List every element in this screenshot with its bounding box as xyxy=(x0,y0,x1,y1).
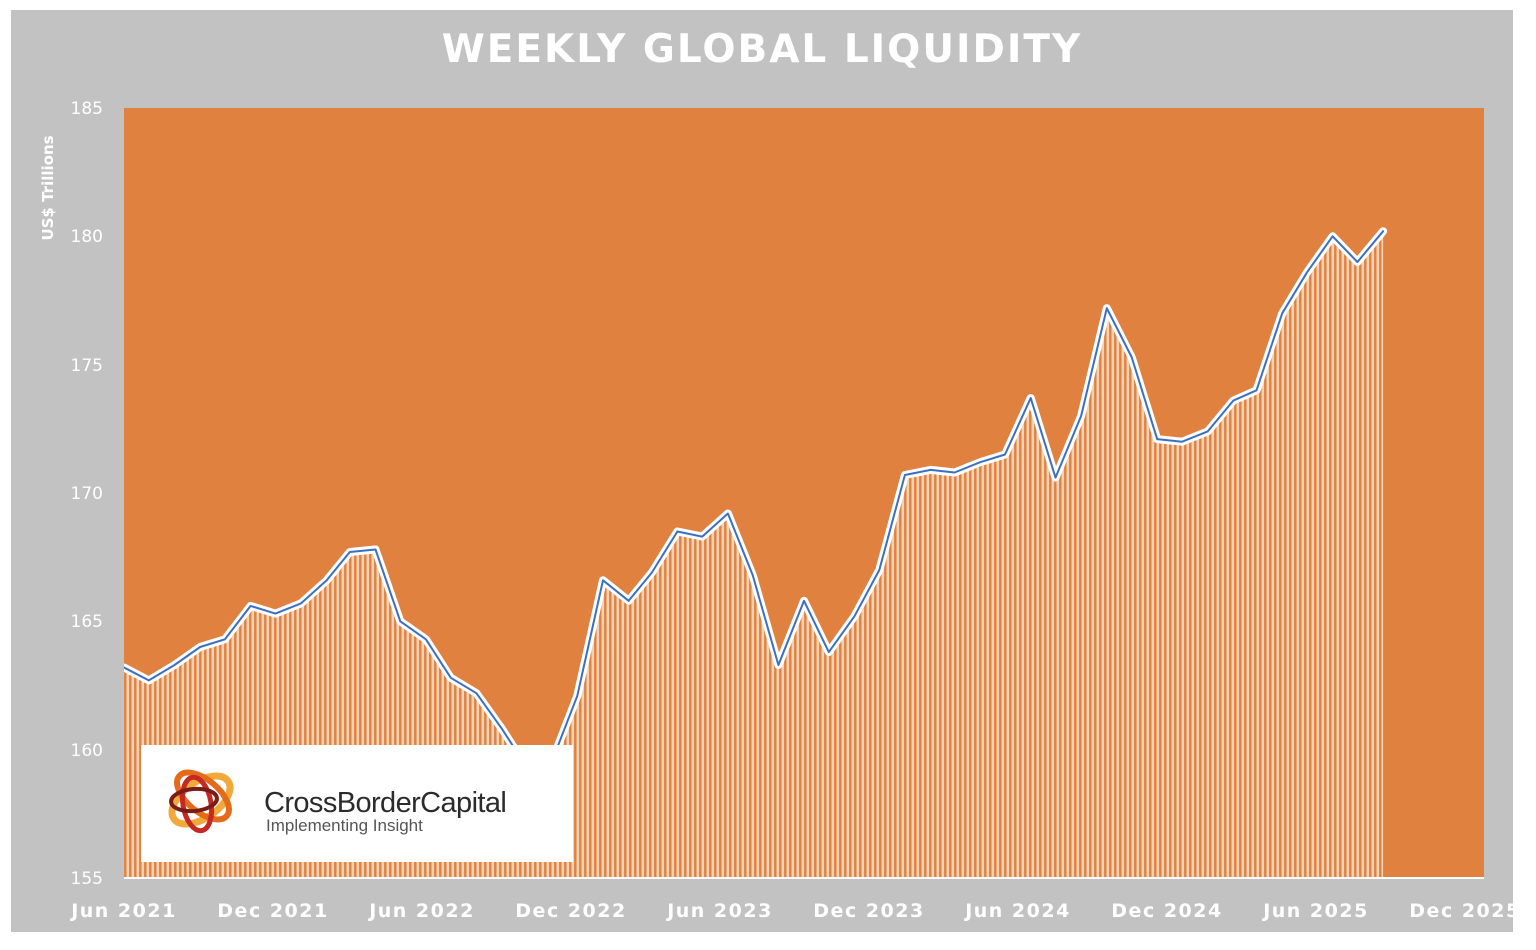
y-tick-label: 175 xyxy=(71,356,103,376)
y-tick-label: 185 xyxy=(71,99,103,119)
line-layer xyxy=(124,227,1388,772)
x-tick-label: Dec 2022 xyxy=(515,900,626,922)
crossbordercapital-logo: CrossBorderCapital Implementing Insight xyxy=(141,745,573,862)
y-tick-label: 160 xyxy=(71,741,103,761)
liquidity-line xyxy=(124,230,1385,769)
x-tick-label: Dec 2025 xyxy=(1409,900,1513,922)
x-tick-label: Jun 2022 xyxy=(367,900,475,922)
chart-frame: WEEKLY GLOBAL LIQUIDITY 185 180 175 170 … xyxy=(11,10,1513,932)
liquidity-area xyxy=(124,231,1384,878)
x-tick-label: Dec 2023 xyxy=(813,900,924,922)
y-tick-label: 165 xyxy=(71,612,103,632)
x-tick-label: Dec 2024 xyxy=(1111,900,1222,922)
y-tick-label: 170 xyxy=(71,484,103,504)
logo-name: CrossBorderCapital xyxy=(264,787,506,819)
x-tick-label: Jun 2024 xyxy=(963,900,1071,922)
area-layer xyxy=(124,231,1384,878)
chart-svg: WEEKLY GLOBAL LIQUIDITY 185 180 175 170 … xyxy=(39,27,1513,922)
chart-title: WEEKLY GLOBAL LIQUIDITY xyxy=(442,27,1083,72)
x-axis-ticks: Jun 2021 Dec 2021 Jun 2022 Dec 2022 Jun … xyxy=(69,900,1513,922)
y-tick-label: 180 xyxy=(71,227,103,247)
x-tick-label: Jun 2023 xyxy=(665,900,773,922)
y-axis-label: US$ Trillions xyxy=(39,135,57,240)
x-tick-label: Jun 2021 xyxy=(69,900,177,922)
y-tick-label: 155 xyxy=(71,869,103,889)
x-tick-label: Dec 2021 xyxy=(217,900,328,922)
y-axis-ticks: 185 180 175 170 165 160 155 xyxy=(71,99,103,889)
logo-tagline: Implementing Insight xyxy=(266,816,423,835)
x-tick-label: Jun 2025 xyxy=(1261,900,1369,922)
logo-swirl-icon xyxy=(168,769,234,834)
